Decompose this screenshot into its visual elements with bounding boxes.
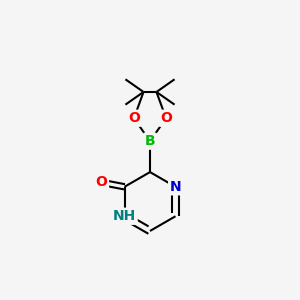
Text: O: O: [160, 111, 172, 125]
Text: N: N: [170, 180, 181, 194]
Text: B: B: [145, 134, 155, 148]
Text: O: O: [96, 176, 107, 189]
Text: O: O: [128, 111, 140, 125]
Text: NH: NH: [113, 209, 136, 223]
